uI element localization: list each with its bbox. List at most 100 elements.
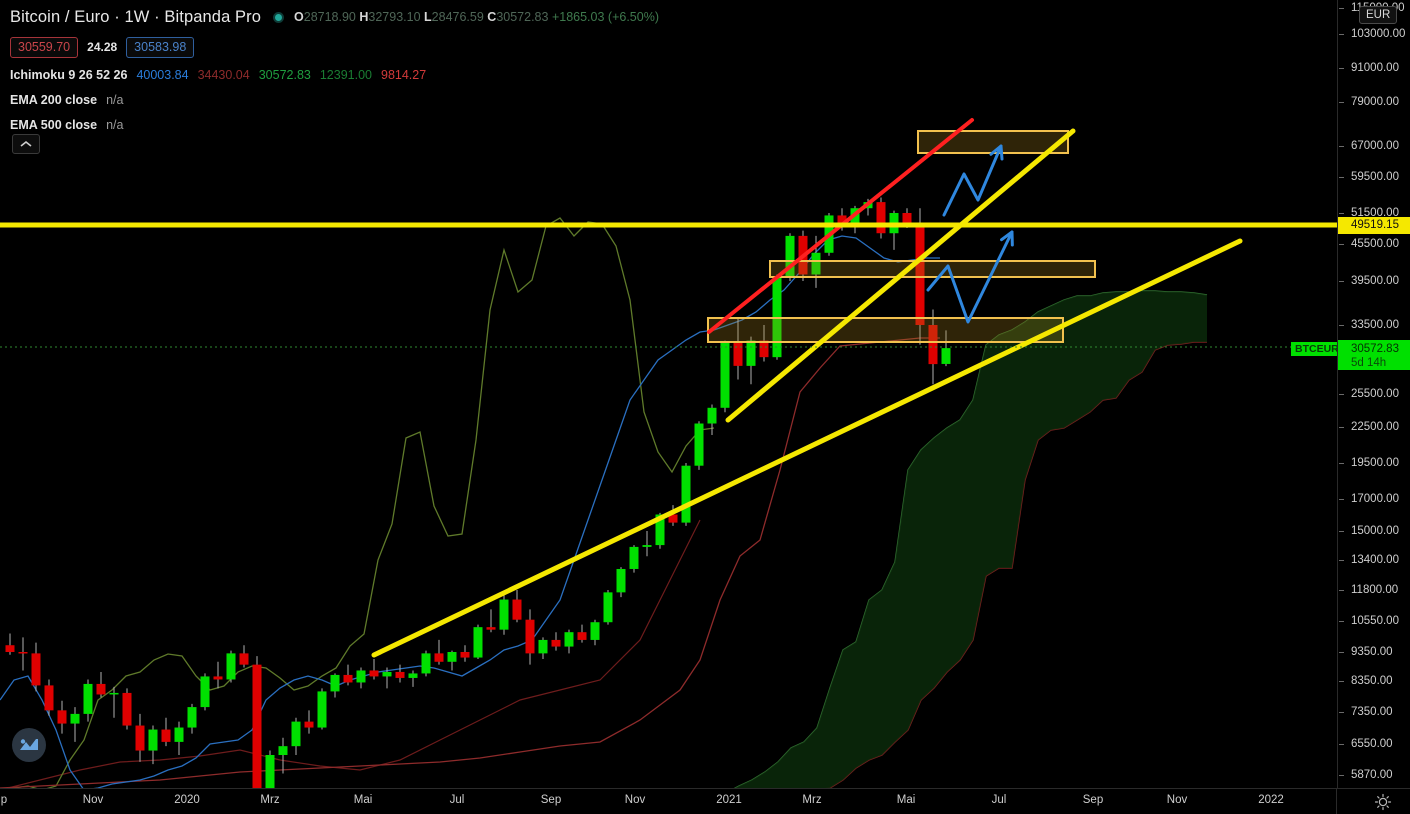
ichimoku-cloud-historical <box>5 519 701 788</box>
time-tick: Mrz <box>260 794 280 806</box>
projection-arrow-upper[interactable] <box>942 144 1003 217</box>
time-tick: Nov <box>82 794 104 806</box>
candle-body <box>707 407 717 424</box>
candle-body <box>551 639 561 647</box>
kijun-sen <box>0 337 940 788</box>
candle-body <box>252 664 262 788</box>
sun-icon <box>1374 793 1392 811</box>
chevron-up-icon <box>20 140 32 147</box>
candle-body <box>460 652 470 658</box>
time-tick: Sep <box>540 794 562 806</box>
price-tick: 67000.00 <box>1338 139 1410 153</box>
price-tick: 51500.00 <box>1338 206 1410 220</box>
candle-body <box>317 691 327 728</box>
tradingview-logo-icon <box>20 739 38 750</box>
ichimoku-cloud <box>733 290 1208 788</box>
time-tick: 2021 <box>716 794 742 806</box>
time-tick: Mai <box>353 794 373 806</box>
time-scale-divider <box>1336 789 1337 814</box>
candle-body <box>655 514 665 546</box>
yellow-trendline-upper[interactable] <box>725 128 1076 423</box>
candle-body <box>382 671 392 677</box>
currency-badge[interactable]: EUR <box>1359 6 1398 24</box>
resistance-zone-mid[interactable] <box>769 260 1096 278</box>
price-tick: 79000.00 <box>1338 95 1410 109</box>
collapse-legend-button[interactable] <box>12 134 40 154</box>
candle-body <box>616 568 626 593</box>
projection-arrow-lower[interactable] <box>926 230 1014 324</box>
candle-body <box>694 423 704 466</box>
candle-body <box>577 632 587 640</box>
candle-body <box>733 342 743 366</box>
candle-body <box>239 653 249 665</box>
candle-body <box>525 619 535 654</box>
time-scale[interactable]: p Nov 2020 Mrz Mai Jul Sep Nov 2021 Mrz Mai Jul Sep N… <box>0 788 1410 814</box>
price-tick: 10550.00 <box>1338 614 1410 628</box>
price-tick: 13400.00 <box>1338 553 1410 567</box>
candle-body <box>161 729 171 742</box>
theme-toggle-icon[interactable] <box>1374 793 1392 814</box>
price-tick: 25500.00 <box>1338 387 1410 401</box>
drawing-objects-layer[interactable] <box>0 118 1337 658</box>
candle-body <box>876 202 886 234</box>
candle-body <box>421 653 431 674</box>
chart-canvas[interactable]: Bitcoin / Euro · 1W · Bitpanda Pro O2871… <box>0 0 1337 788</box>
candle-body <box>31 653 41 686</box>
candle-body <box>18 652 28 654</box>
price-tick: 7350.00 <box>1338 705 1410 719</box>
arrow-head <box>989 144 1004 161</box>
yellow-trendline-lower[interactable] <box>371 238 1243 658</box>
time-tick: Nov <box>1166 794 1188 806</box>
arrow-head <box>1000 230 1014 247</box>
candle-body <box>226 653 236 680</box>
candle-body <box>70 713 80 724</box>
candle-body <box>83 683 93 714</box>
resistance-zone-top[interactable] <box>917 130 1069 154</box>
candle-body <box>213 676 223 680</box>
candle-body <box>44 685 54 711</box>
candle-body <box>785 235 795 278</box>
candle-body <box>538 639 548 654</box>
price-tick: 5870.00 <box>1338 768 1410 782</box>
candle-body <box>330 674 340 692</box>
price-tick: 19500.00 <box>1338 456 1410 470</box>
candle-body <box>434 653 444 662</box>
price-tick: 59500.00 <box>1338 170 1410 184</box>
candle-body <box>499 599 509 630</box>
candle-body <box>278 746 288 756</box>
candle-body <box>395 671 405 678</box>
tradingview-logo[interactable] <box>12 728 46 762</box>
chart-svg <box>0 118 1337 788</box>
candle-body <box>187 707 197 728</box>
support-zone-bottom[interactable] <box>707 317 1064 343</box>
highlight-price-label: 49519.15 <box>1338 217 1410 234</box>
candle-body <box>265 755 275 788</box>
candle-body <box>174 727 184 742</box>
price-scale[interactable]: EUR 49519.15 30572.83 5d 14h 115000.0010… <box>1337 0 1410 788</box>
candle-body <box>811 252 821 275</box>
price-tick: 33500.00 <box>1338 318 1410 332</box>
bar-countdown: 5d 14h <box>1351 357 1387 369</box>
candle-body <box>603 592 613 623</box>
time-tick: Nov <box>624 794 646 806</box>
candle-body <box>486 627 496 630</box>
price-tick: 11800.00 <box>1338 583 1410 597</box>
candle-body <box>642 545 652 547</box>
candle-body <box>759 340 769 358</box>
ticker-tag: BTCEUR <box>1291 342 1343 356</box>
candle-body <box>109 692 119 695</box>
price-tick: 8350.00 <box>1338 674 1410 688</box>
current-price-value: 30572.83 <box>1351 343 1399 355</box>
time-tick: Jul <box>991 794 1007 806</box>
candle-body <box>915 222 925 325</box>
candle-body <box>200 676 210 708</box>
time-tick: p <box>0 794 8 806</box>
price-tick: 91000.00 <box>1338 61 1410 75</box>
candle-body <box>343 674 353 683</box>
candle-body <box>941 348 951 364</box>
chikou-span <box>9 217 715 788</box>
tenkan-sen <box>0 235 940 788</box>
price-tick: 22500.00 <box>1338 420 1410 434</box>
candle-body <box>408 673 418 678</box>
